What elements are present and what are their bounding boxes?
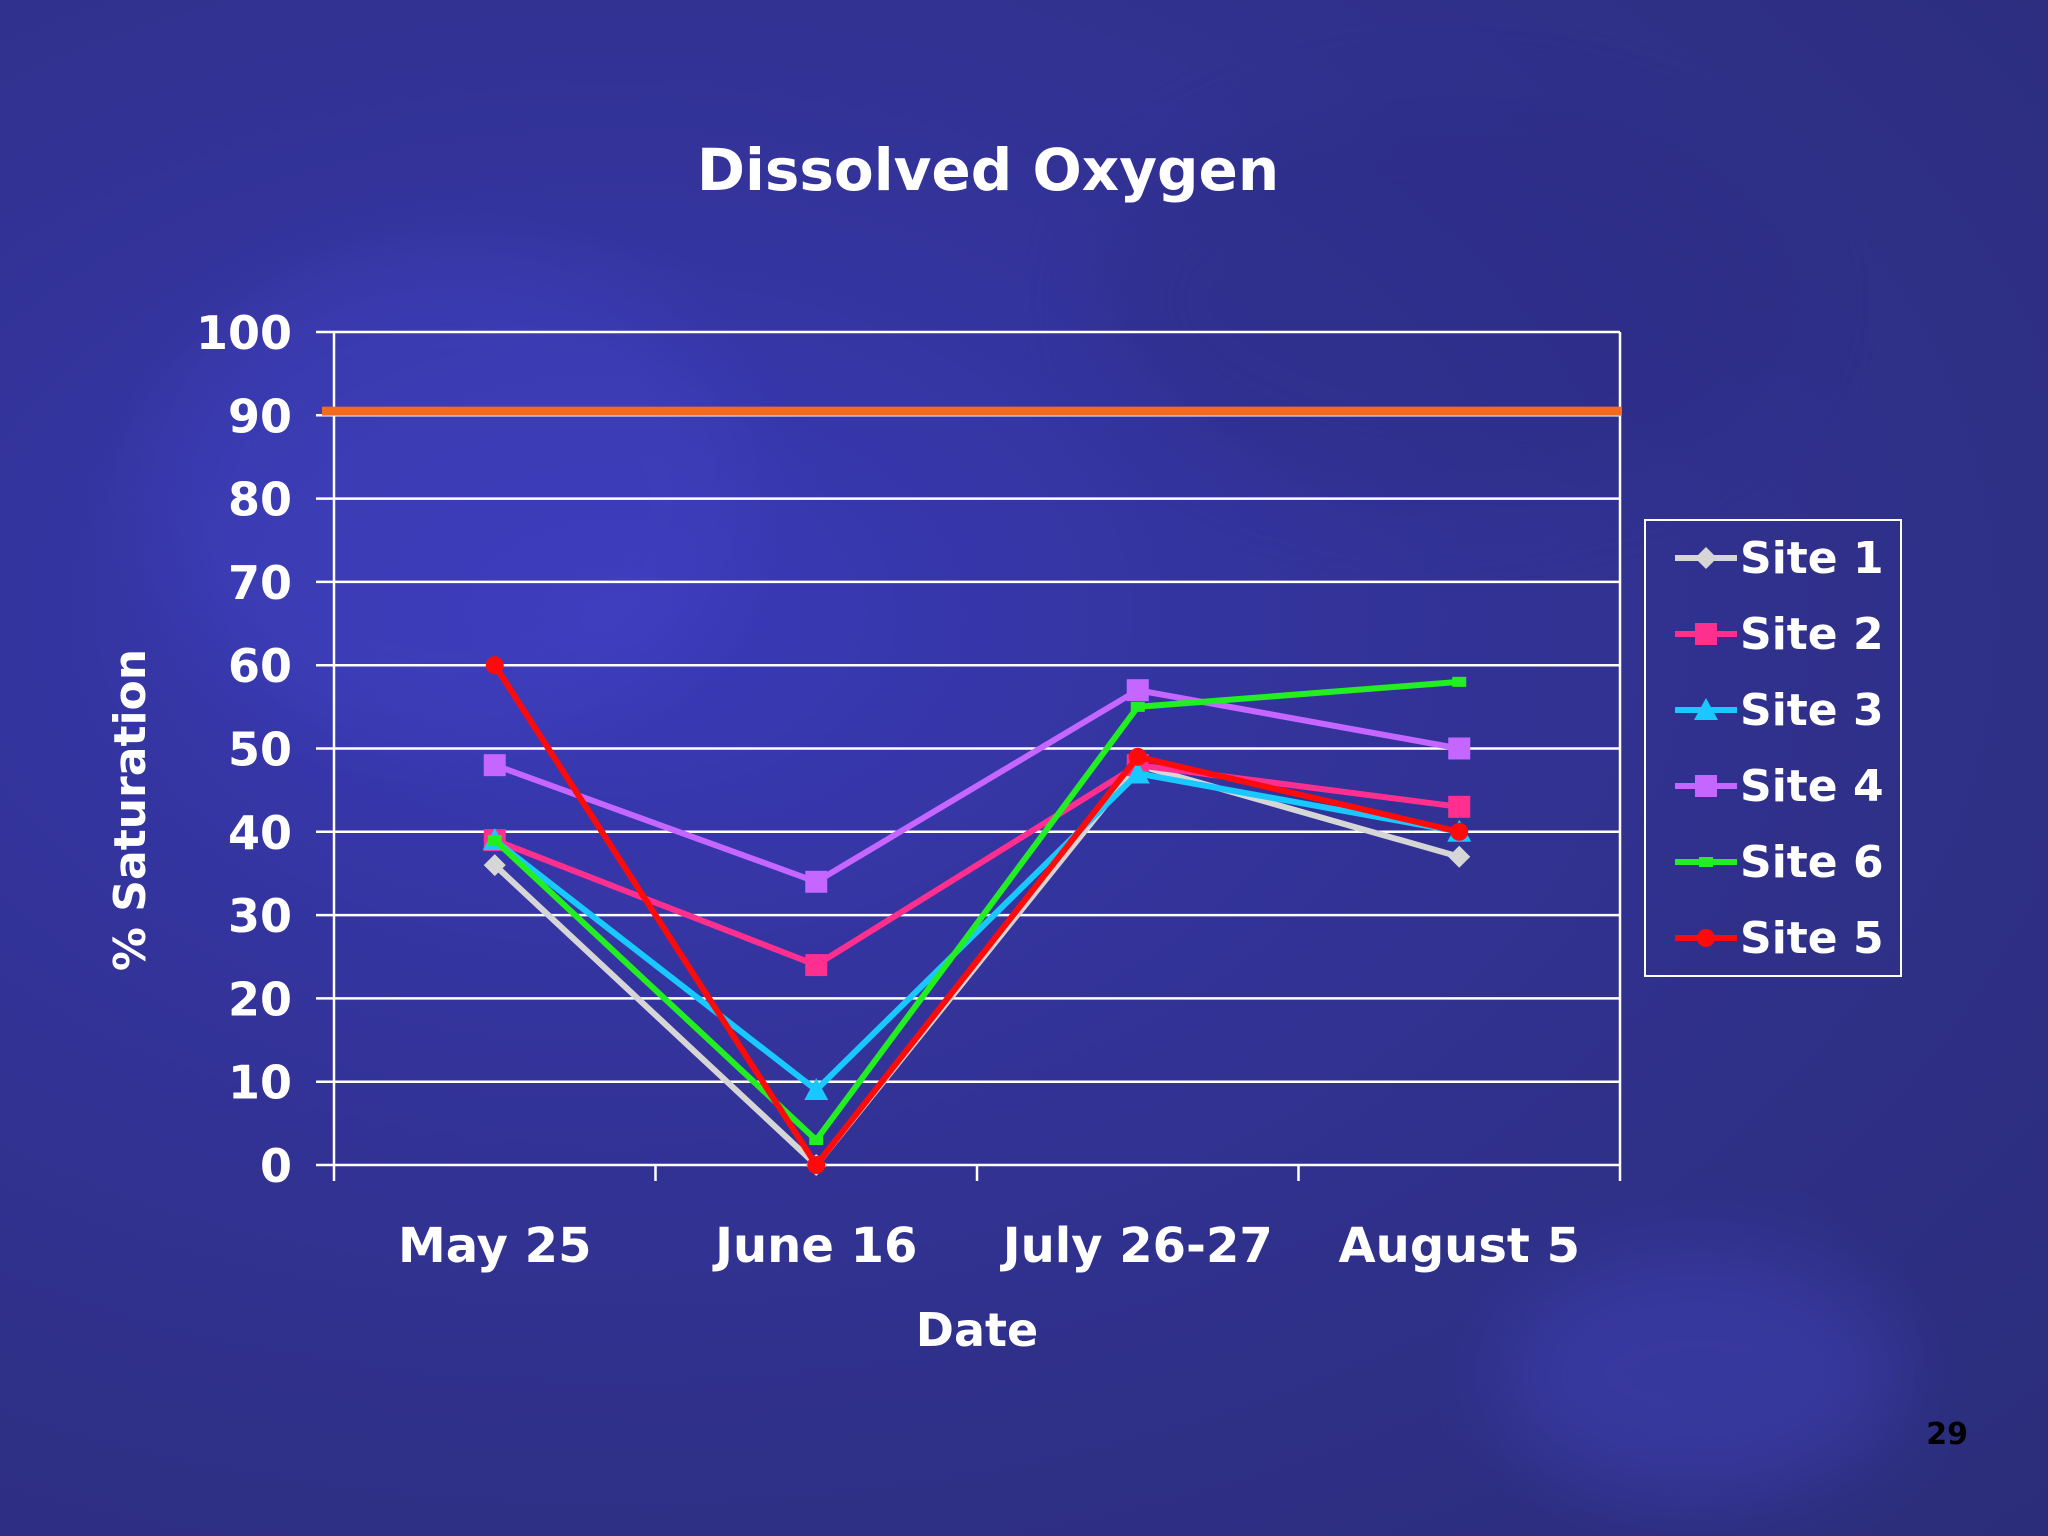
series-line (492, 678, 1460, 1144)
data-point (1448, 737, 1471, 760)
y-tick-label: 60 (228, 639, 292, 693)
legend-label: Site 2 (1740, 609, 1884, 660)
x-tick-label: July 26-27 (1000, 1218, 1273, 1274)
data-point (1128, 747, 1147, 766)
legend-label: Site 3 (1740, 685, 1884, 736)
x-tick-label: August 5 (1339, 1218, 1580, 1274)
background-texture (1100, 100, 1800, 500)
legend-item: Site 3 (1675, 685, 1884, 736)
series-line (493, 687, 1460, 885)
y-tick-label: 80 (228, 473, 292, 527)
legend-item: Site 4 (1675, 761, 1884, 812)
y-tick-label: 20 (228, 972, 292, 1026)
legend: Site 1 Site 2 Site 3 Site 4 Site 6 Site 5 (1644, 519, 1902, 977)
data-point (487, 835, 502, 846)
series-site-6 (487, 676, 1467, 1146)
data-point (1450, 822, 1469, 841)
data-point (1126, 679, 1149, 702)
data-point (1448, 845, 1471, 868)
page-number: 29 (1926, 1417, 1968, 1452)
legend-item: Site 1 (1675, 533, 1884, 584)
y-tick-label: 10 (228, 1056, 292, 1110)
data-point (804, 1078, 829, 1101)
legend-marker (1694, 698, 1718, 720)
legend-item: Site 6 (1675, 837, 1884, 888)
legend-marker (1695, 547, 1717, 569)
series-line (492, 663, 1460, 1168)
legend-marker (1695, 623, 1717, 645)
data-point (809, 1135, 824, 1146)
x-tick-label: June 16 (712, 1218, 917, 1274)
y-tick-label: 100 (196, 306, 292, 360)
y-axis-label: % Saturation (105, 649, 156, 971)
data-point (485, 656, 504, 675)
y-tick-label: 0 (260, 1139, 292, 1193)
x-axis-label: Date (916, 1303, 1038, 1357)
y-tick-label: 70 (228, 556, 292, 610)
legend-marker (1695, 775, 1717, 797)
series-layer (482, 656, 1472, 1176)
y-tick-label: 40 (228, 806, 292, 860)
series-line (493, 762, 1460, 969)
legend-marker (1699, 857, 1713, 867)
legend-label: Site 5 (1740, 913, 1884, 964)
legend-box (1644, 519, 1902, 977)
series-line (492, 770, 1460, 1094)
series-site-4 (483, 679, 1471, 893)
y-tick-label: 50 (228, 723, 292, 777)
data-point (807, 1156, 826, 1174)
series-site-5 (485, 656, 1469, 1174)
legend-marker (1697, 929, 1715, 947)
data-point (1452, 676, 1467, 687)
chart-title: Dissolved Oxygen (697, 136, 1279, 204)
data-point (805, 954, 828, 977)
x-tick-label: May 25 (398, 1218, 591, 1274)
y-tick-label: 90 (228, 389, 292, 443)
y-tick-label: 30 (228, 889, 292, 943)
axes: 0 10 20 30 40 50 60 70 80 90 100 May 25 June 16 July … (196, 306, 1622, 1274)
data-point (483, 854, 506, 877)
legend-label: Site 1 (1740, 533, 1884, 584)
data-point (483, 754, 506, 777)
data-point (1448, 795, 1471, 818)
legend-item: Site 5 (1675, 913, 1884, 964)
gridlines (334, 330, 1620, 1167)
legend-item: Site 2 (1675, 609, 1884, 660)
legend-label: Site 6 (1740, 837, 1884, 888)
data-point (805, 870, 828, 893)
legend-label: Site 4 (1740, 761, 1884, 812)
background-texture (1500, 1250, 1900, 1500)
background-texture (150, 250, 750, 750)
data-point (1130, 701, 1145, 712)
data-point (1125, 761, 1150, 784)
